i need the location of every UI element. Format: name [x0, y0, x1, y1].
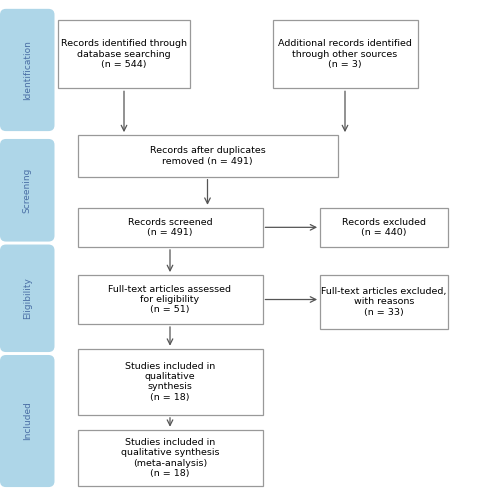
Text: Records identified through
database searching
(n = 544): Records identified through database sear… [61, 39, 187, 69]
FancyBboxPatch shape [320, 208, 448, 247]
FancyBboxPatch shape [272, 20, 418, 88]
Text: Included: Included [23, 402, 32, 440]
FancyBboxPatch shape [0, 355, 54, 487]
FancyBboxPatch shape [78, 275, 262, 324]
Text: Identification: Identification [23, 40, 32, 100]
Text: Full-text articles excluded,
with reasons
(n = 33): Full-text articles excluded, with reason… [321, 287, 446, 317]
Text: Screening: Screening [23, 167, 32, 213]
Text: Records excluded
(n = 440): Records excluded (n = 440) [342, 218, 426, 237]
Text: Studies included in
qualitative
synthesis
(n = 18): Studies included in qualitative synthesi… [125, 362, 215, 402]
FancyBboxPatch shape [78, 208, 262, 247]
Text: Records screened
(n = 491): Records screened (n = 491) [128, 218, 212, 237]
FancyBboxPatch shape [0, 9, 54, 131]
Text: Eligibility: Eligibility [23, 277, 32, 319]
Text: Full-text articles assessed
for eligibility
(n = 51): Full-text articles assessed for eligibil… [108, 285, 232, 314]
FancyBboxPatch shape [0, 139, 54, 242]
FancyBboxPatch shape [78, 349, 262, 415]
FancyBboxPatch shape [78, 430, 262, 486]
Text: Additional records identified
through other sources
(n = 3): Additional records identified through ot… [278, 39, 412, 69]
FancyBboxPatch shape [320, 275, 448, 329]
FancyBboxPatch shape [78, 135, 338, 177]
Text: Records after duplicates
removed (n = 491): Records after duplicates removed (n = 49… [150, 146, 266, 165]
Text: Studies included in
qualitative synthesis
(meta-analysis)
(n = 18): Studies included in qualitative synthesi… [120, 438, 219, 478]
FancyBboxPatch shape [0, 245, 54, 352]
FancyBboxPatch shape [58, 20, 190, 88]
